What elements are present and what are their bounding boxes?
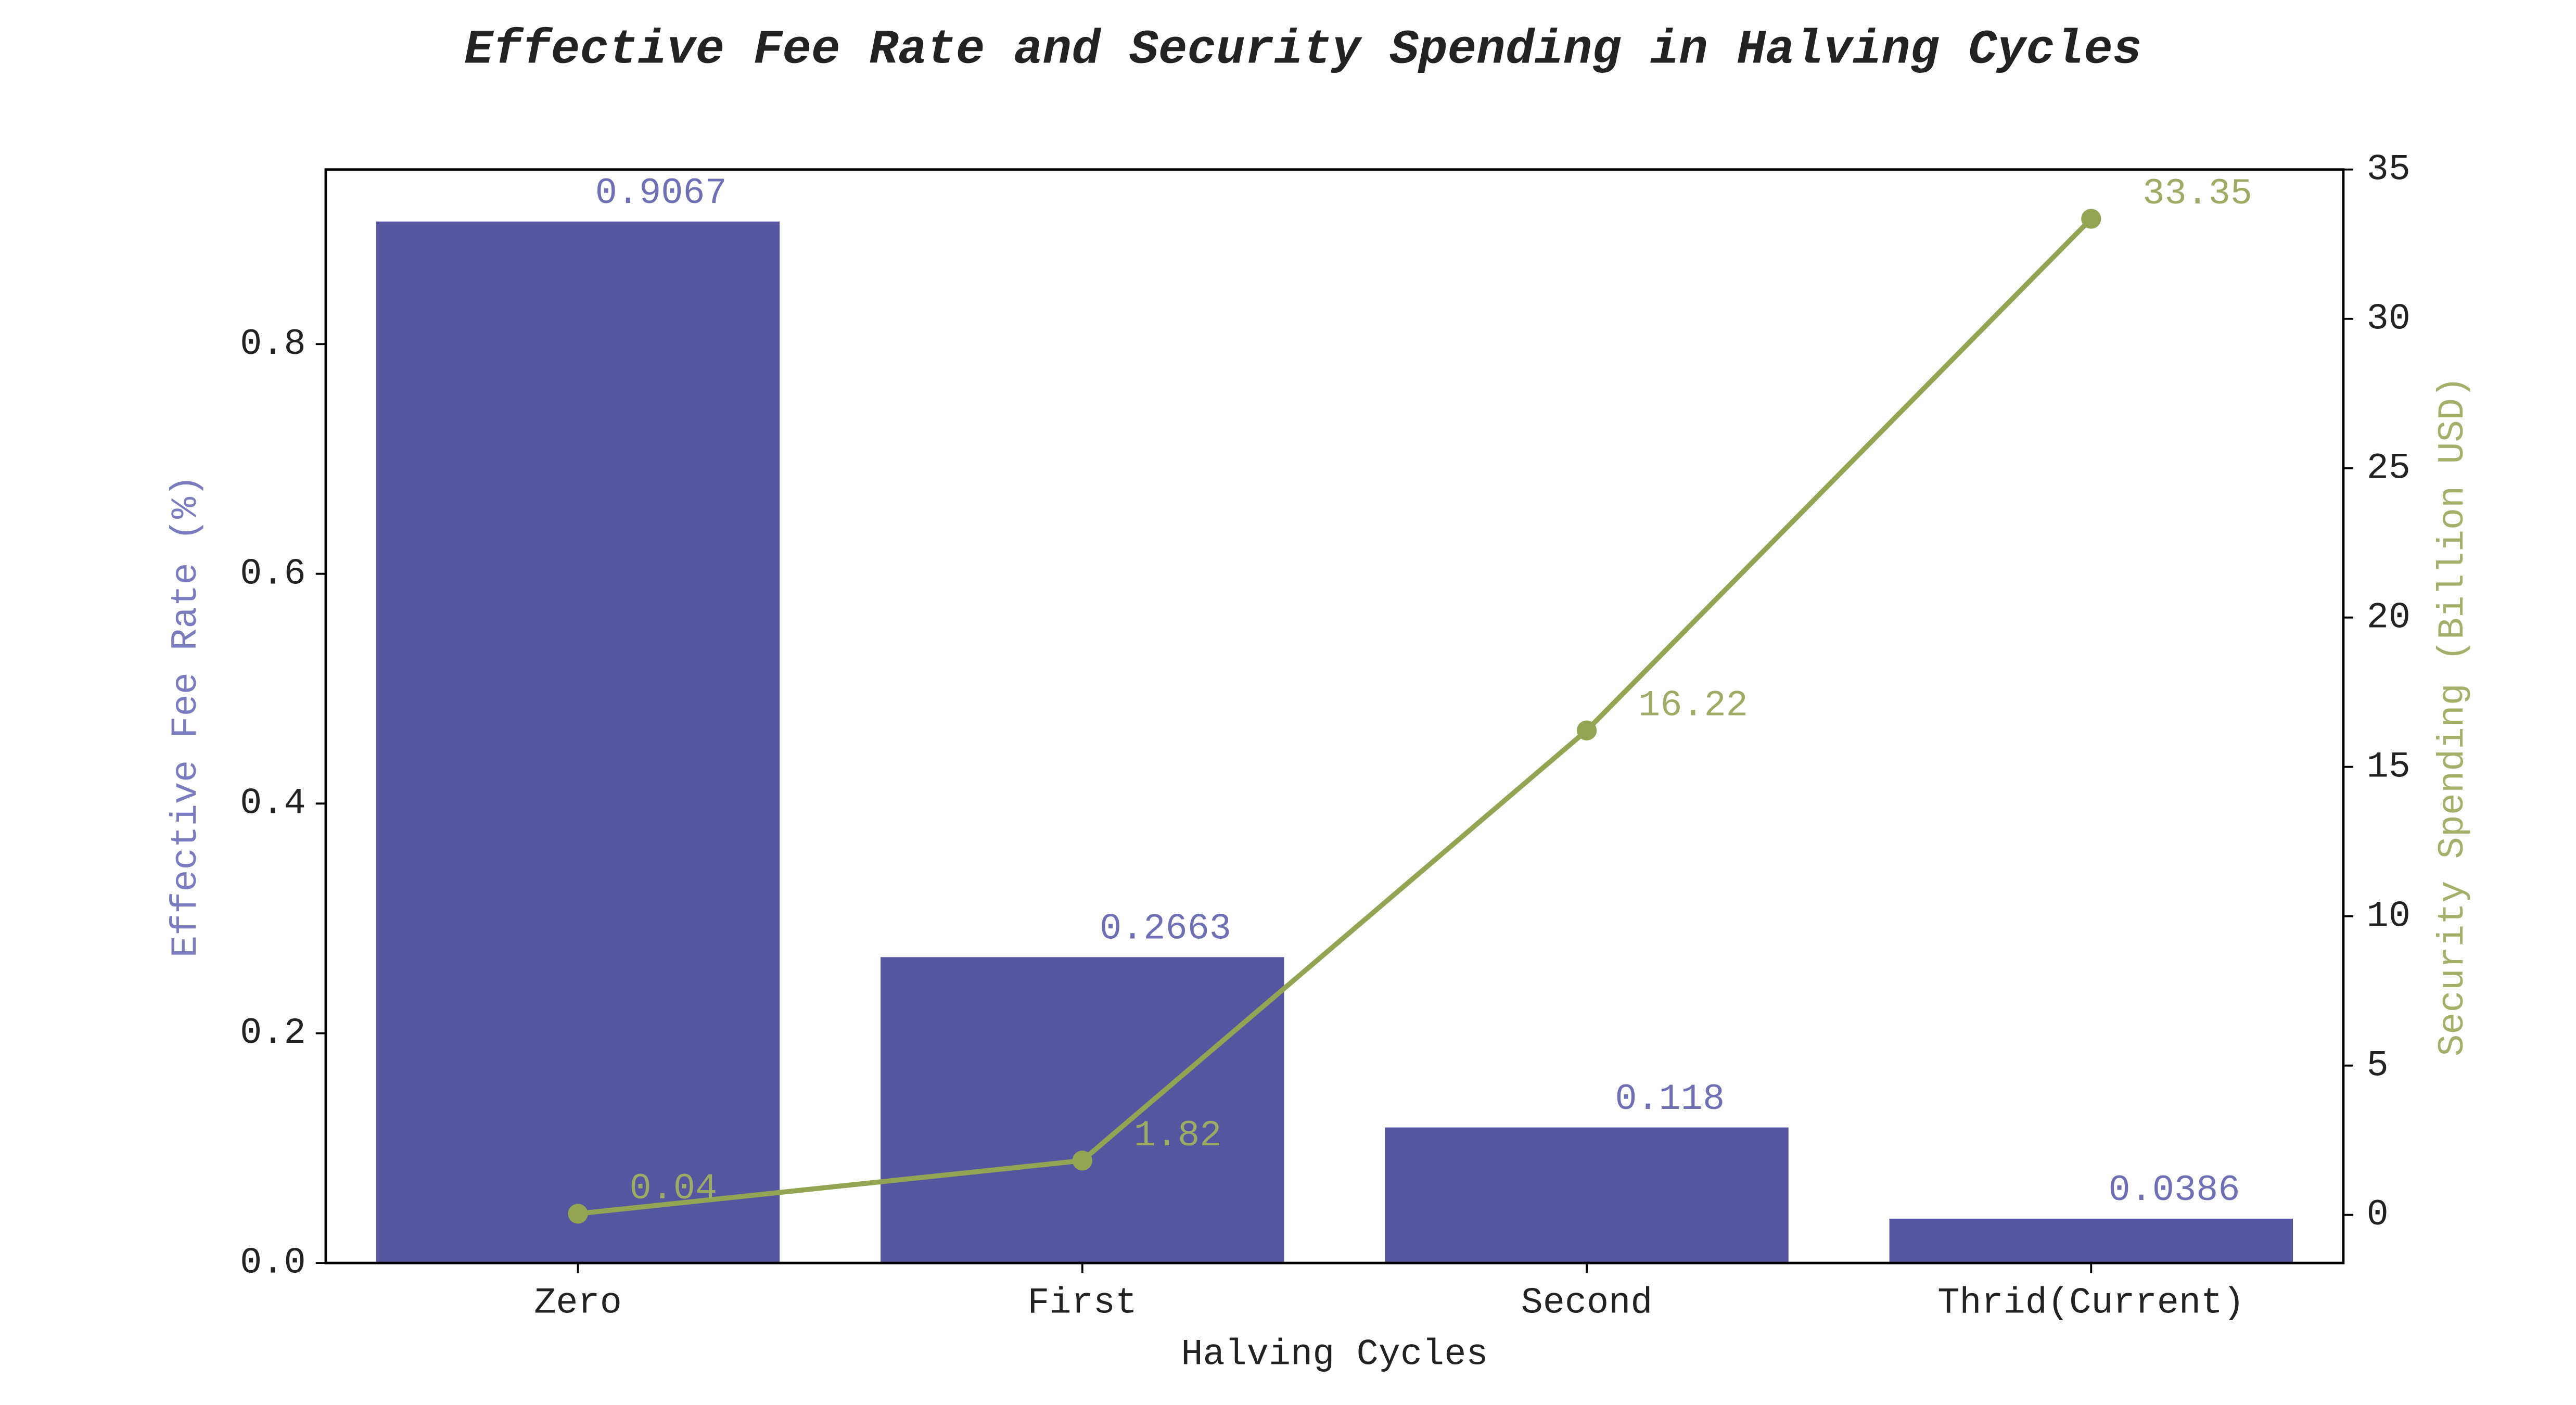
y2-tick-label: 10	[2367, 896, 2411, 937]
y-tick-label: 0.4	[240, 784, 305, 825]
y-tick-label: 0.6	[240, 554, 305, 595]
line-marker	[2081, 209, 2101, 229]
x-tick-label: Thrid(Current)	[1937, 1283, 2245, 1324]
line	[578, 217, 2093, 1217]
bar-value-label: 0.2663	[1100, 909, 1231, 950]
x-axis-label: Halving Cycles	[1181, 1334, 1488, 1375]
y-tick-label: 0.0	[240, 1243, 305, 1284]
bar	[1385, 1127, 1789, 1263]
line-marker	[1576, 720, 1597, 740]
x-tick-label: Zero	[534, 1283, 622, 1324]
bar	[881, 957, 1284, 1263]
line-marker	[568, 1204, 588, 1224]
y2-tick-label: 15	[2367, 747, 2411, 788]
y2-tick-label: 25	[2367, 448, 2411, 489]
y-axis-label: Effective Fee Rate (%)	[166, 475, 207, 957]
line-value-label: 33.35	[2143, 174, 2252, 215]
chart-title: Effective Fee Rate and Security Spending…	[464, 22, 2141, 77]
y2-tick-label: 30	[2367, 299, 2411, 340]
bar-value-label: 0.118	[1615, 1079, 1725, 1120]
y2-axis-label: Security Spending (Billion USD)	[2433, 376, 2474, 1056]
line-marker	[1072, 1151, 1092, 1171]
bar-value-label: 0.0386	[2108, 1170, 2240, 1211]
line-value-label: 16.22	[1638, 685, 1748, 726]
bar	[1889, 1218, 2293, 1263]
x-tick-label: Second	[1521, 1283, 1653, 1324]
y2-tick-label: 0	[2367, 1195, 2389, 1236]
y-tick-label: 0.8	[240, 324, 305, 365]
bar	[376, 221, 780, 1263]
line-value-label: 1.82	[1134, 1116, 1222, 1157]
plot-frame	[324, 168, 2345, 1264]
y2-tick-label: 5	[2367, 1045, 2389, 1087]
y2-tick-label: 20	[2367, 597, 2411, 638]
y2-tick-label: 35	[2367, 149, 2411, 190]
y-tick-label: 0.2	[240, 1013, 305, 1054]
x-tick-label: First	[1027, 1283, 1137, 1324]
line-value-label: 0.04	[630, 1169, 718, 1210]
bar-value-label: 0.9067	[595, 173, 727, 214]
